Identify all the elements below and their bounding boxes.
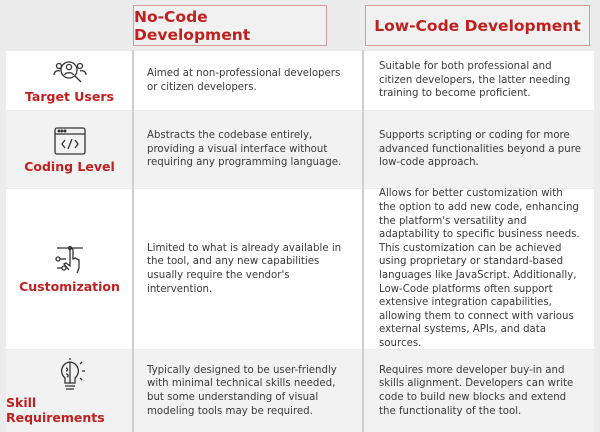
- table-row-customization: Customization Limited to what is already…: [6, 188, 594, 349]
- row-label: Coding Level: [24, 158, 115, 174]
- column-divider: [362, 50, 364, 432]
- low-code-cell: Supports scripting or coding for more ad…: [379, 130, 581, 169]
- no-code-cell: Limited to what is already available in …: [147, 242, 342, 295]
- row-label: Customization: [19, 279, 120, 294]
- no-code-cell: Aimed at non-professional developers or …: [147, 67, 341, 93]
- table-row-coding-level: Coding Level Abstracts the codebase enti…: [6, 111, 594, 188]
- low-code-cell: Allows for better customization with the…: [379, 188, 580, 349]
- no-code-cell: Abstracts the codebase entirely, providi…: [147, 130, 342, 169]
- header-no-code: No-Code Development: [133, 5, 327, 46]
- users-search-icon: [51, 58, 89, 86]
- row-label: Target Users: [25, 88, 114, 104]
- low-code-cell: Requires more developer buy-in and skill…: [379, 364, 574, 417]
- header-low-code: Low-Code Development: [365, 5, 590, 46]
- no-code-cell: Typically designed to be user-friendly w…: [147, 364, 337, 417]
- low-code-cell: Suitable for both professional and citiz…: [379, 61, 571, 100]
- code-window-icon: [53, 126, 87, 156]
- table-row-skill-requirements: Skill Requirements Typically designed to…: [6, 350, 594, 432]
- table-row-target-users: Target Users Aimed at non-professional d…: [6, 51, 594, 110]
- hand-slider-icon: [53, 244, 87, 276]
- row-label: Skill Requirements: [6, 394, 105, 425]
- column-divider: [132, 50, 134, 432]
- brain-bulb-icon: [55, 357, 85, 392]
